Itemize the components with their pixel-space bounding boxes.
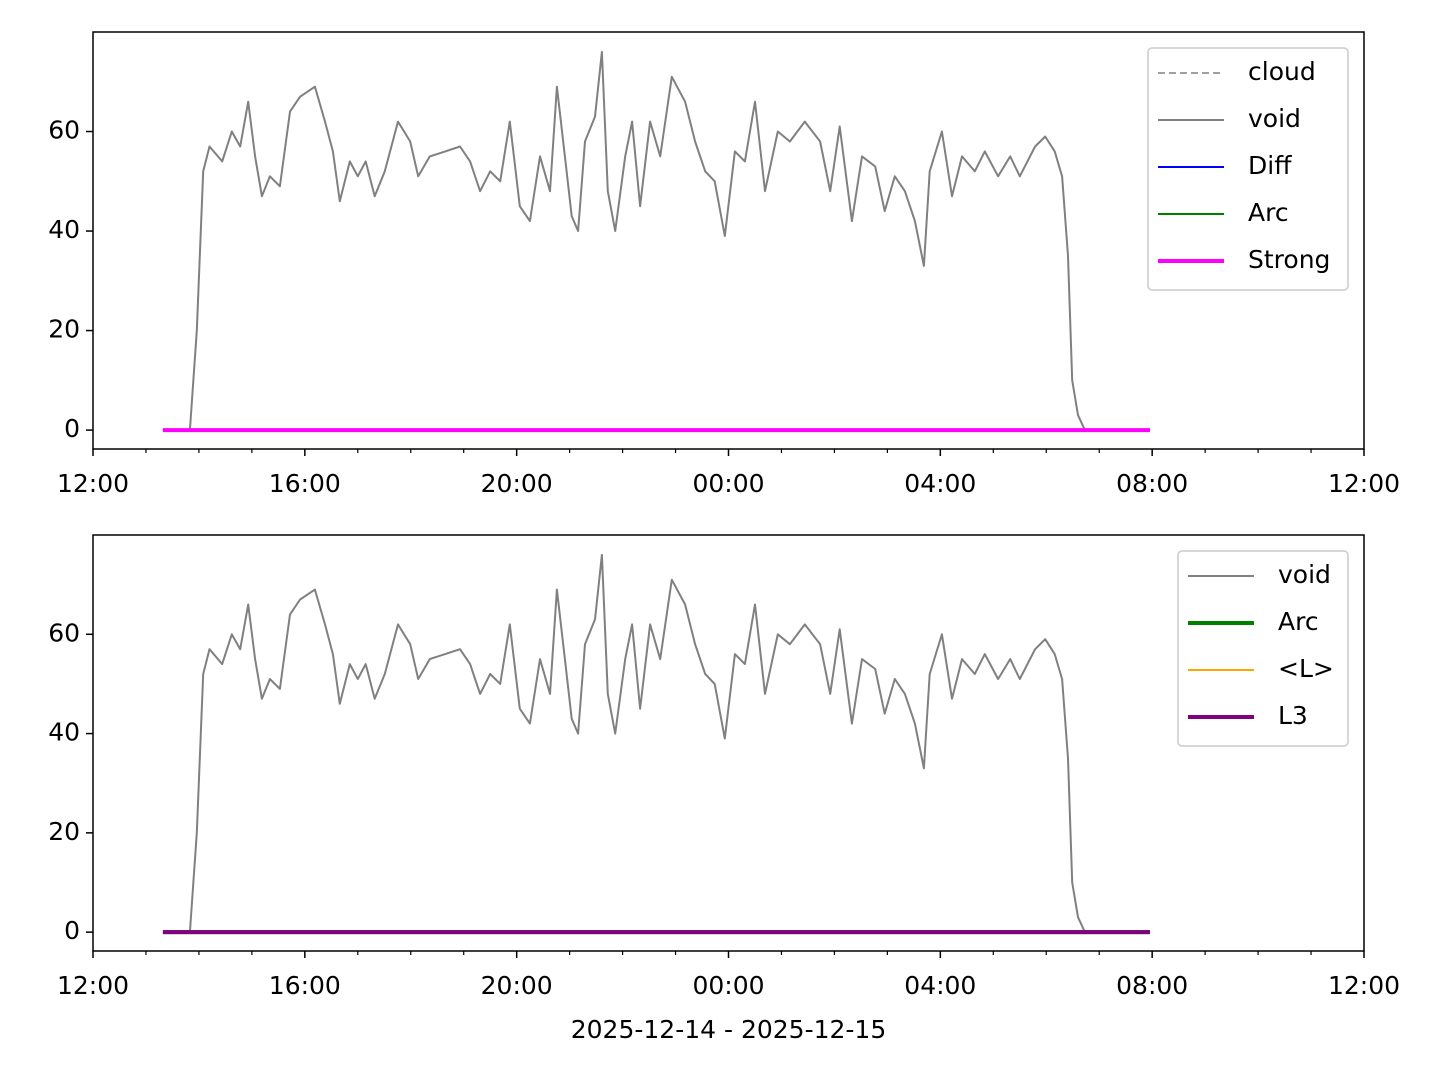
legend-label: <L> (1278, 654, 1334, 683)
legend-label: cloud (1248, 57, 1316, 86)
legend-label: L3 (1278, 701, 1308, 730)
legend: void Arc <L> L3 (1177, 550, 1349, 747)
x-tick-label: 20:00 (481, 971, 553, 1000)
legend-label: void (1248, 104, 1301, 133)
x-tick-label: 12:00 (57, 469, 129, 498)
y-tick-label: 40 (48, 215, 80, 244)
x-tick-label: 04:00 (904, 469, 976, 498)
legend-label: Strong (1248, 245, 1330, 274)
x-tick-label: 08:00 (1116, 469, 1188, 498)
x-axis-label: 2025-12-14 - 2025-12-15 (571, 1015, 887, 1044)
legend-frame (1147, 47, 1349, 291)
legend: cloud void Diff Arc Strong (1147, 47, 1349, 291)
y-tick-label: 0 (64, 916, 80, 945)
x-tick-label: 16:00 (269, 469, 341, 498)
axes-frame (92, 31, 1365, 450)
y-tick-label: 20 (48, 817, 80, 846)
axes: 0 20 40 60 12:00 16:00 20:00 00:00 04:00 08:00 12:… (48, 31, 1400, 498)
y-tick-label: 60 (48, 116, 80, 145)
axes-frame (92, 534, 1365, 952)
x-tick-label: 04:00 (904, 971, 976, 1000)
legend-label: Arc (1248, 198, 1289, 227)
y-tick-label: 40 (48, 718, 80, 747)
x-tick-label: 12:00 (57, 971, 129, 1000)
legend-frame (1177, 550, 1349, 747)
y-tick-label: 20 (48, 315, 80, 344)
x-tick-label: 12:00 (1328, 971, 1400, 1000)
series-line (188, 50, 1086, 431)
x-tick-label: 16:00 (269, 971, 341, 1000)
legend-label: Arc (1278, 607, 1319, 636)
axes: 0 20 40 60 12:00 16:00 20:00 00:00 04:00 08:00 12:… (48, 534, 1400, 1044)
y-tick-label: 0 (64, 414, 80, 443)
x-tick-label: 20:00 (481, 469, 553, 498)
x-tick-label: 08:00 (1116, 971, 1188, 1000)
x-tick-label: 00:00 (692, 469, 764, 498)
x-tick-label: 12:00 (1328, 469, 1400, 498)
series-line (188, 553, 1086, 933)
legend-label: void (1278, 560, 1331, 589)
y-tick-label: 60 (48, 618, 80, 647)
x-tick-label: 00:00 (692, 971, 764, 1000)
legend-label: Diff (1248, 151, 1292, 180)
